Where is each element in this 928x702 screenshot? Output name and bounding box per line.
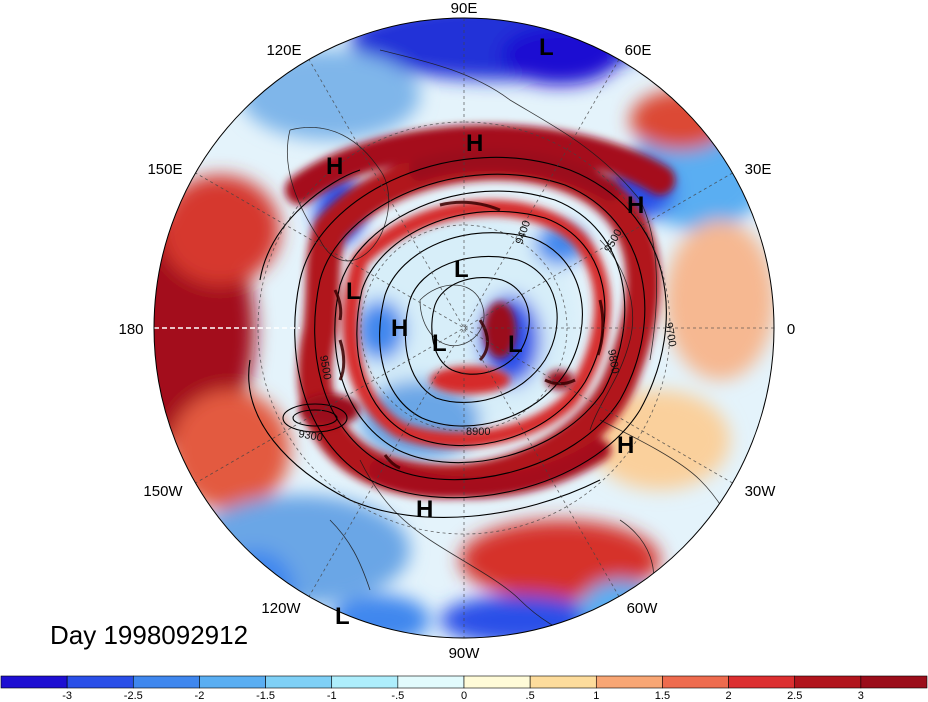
colorbar-tick-label: 1.5 bbox=[655, 690, 670, 702]
colorbar-swatch bbox=[199, 675, 266, 689]
pressure-marker-high: H bbox=[617, 432, 634, 459]
pressure-marker-high: H bbox=[466, 130, 483, 157]
longitude-label-120w: 120W bbox=[261, 600, 301, 617]
anomaly-field bbox=[154, 18, 774, 638]
colorbar: -3 -2.5 -2 -1.5 -1 -.5 0 .5 1 1.5 2 2.5 3 bbox=[0, 675, 928, 702]
longitude-label-90w: 90W bbox=[449, 645, 481, 662]
colorbar-swatch bbox=[265, 675, 333, 689]
contour-label: 9800 bbox=[605, 348, 621, 374]
colorbar-swatch bbox=[860, 675, 928, 689]
pressure-marker-high: H bbox=[416, 496, 433, 523]
longitude-label-60e: 60E bbox=[625, 42, 652, 59]
colorbar-tick-label: -.5 bbox=[391, 690, 404, 702]
colorbar-tick-label: -2 bbox=[195, 690, 205, 702]
colorbar-swatch bbox=[794, 675, 862, 689]
colorbar-tick-label: -3 bbox=[62, 690, 72, 702]
longitude-label-150w: 150W bbox=[143, 483, 183, 500]
colorbar-swatch bbox=[595, 675, 663, 689]
pressure-marker-high: H bbox=[391, 315, 408, 342]
colorbar-tick-label: 1 bbox=[593, 690, 599, 702]
longitude-label-30w: 30W bbox=[745, 483, 777, 500]
colorbar-swatch bbox=[0, 675, 68, 689]
day-label: Day 1998092912 bbox=[50, 620, 249, 650]
colorbar-tick-label: .5 bbox=[526, 690, 535, 702]
colorbar-swatch bbox=[529, 675, 597, 689]
longitude-label-120e: 120E bbox=[266, 42, 301, 59]
contour-label: 8900 bbox=[466, 426, 490, 438]
colorbar-tick-label: 3 bbox=[858, 690, 864, 702]
colorbar-swatch bbox=[66, 675, 134, 689]
colorbar-tick-label: -2.5 bbox=[124, 690, 143, 702]
colorbar-swatch bbox=[728, 675, 796, 689]
colorbar-tick-label: 0 bbox=[461, 690, 467, 702]
globe-boundary bbox=[153, 17, 775, 639]
colorbar-tick-label: 2.5 bbox=[787, 690, 802, 702]
longitude-label-0: 0 bbox=[787, 321, 795, 338]
colorbar-tick-label: -1 bbox=[327, 690, 337, 702]
contour-label: 9300 bbox=[297, 428, 323, 444]
longitude-label-60w: 60W bbox=[627, 600, 659, 617]
contour-label: 9700 bbox=[662, 321, 678, 347]
pressure-marker-low: L bbox=[539, 34, 554, 61]
longitude-label-90e: 90E bbox=[451, 0, 478, 17]
longitude-label-180: 180 bbox=[118, 321, 143, 338]
colorbar-swatch bbox=[132, 675, 200, 689]
colorbar-tick-label: 2 bbox=[726, 690, 732, 702]
pressure-marker-high: H bbox=[326, 153, 343, 180]
pressure-marker-low: L bbox=[346, 278, 361, 305]
pressure-marker-low: L bbox=[508, 331, 523, 358]
pressure-marker-low: L bbox=[432, 330, 447, 357]
colorbar-tick-label: -1.5 bbox=[256, 690, 275, 702]
longitude-label-150e: 150E bbox=[147, 161, 182, 178]
longitude-label-30e: 30E bbox=[745, 161, 772, 178]
pressure-marker-low: L bbox=[335, 603, 350, 630]
colorbar-swatch bbox=[397, 675, 465, 689]
pressure-marker-low: L bbox=[454, 256, 469, 283]
pressure-marker-high: H bbox=[627, 192, 644, 219]
colorbar-swatch bbox=[331, 675, 399, 689]
colorbar-swatch bbox=[662, 675, 729, 689]
colorbar-swatch bbox=[463, 675, 531, 689]
contour-label: 9500 bbox=[317, 354, 333, 380]
